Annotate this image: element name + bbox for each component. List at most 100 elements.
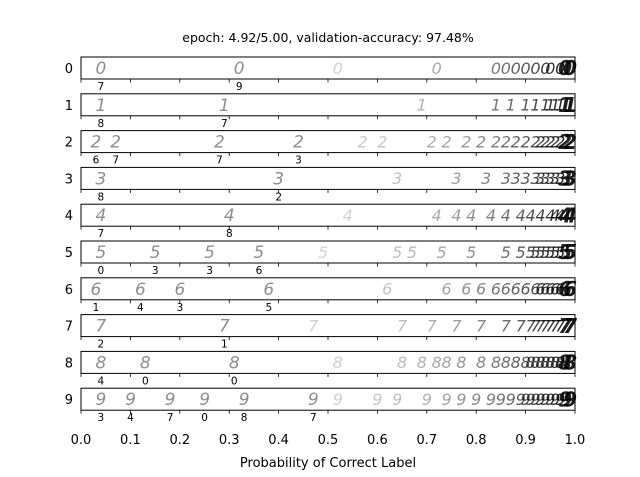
correct-sample-mark: 9 [372, 390, 382, 409]
correct-sample-mark: 5 [501, 243, 511, 262]
predicted-label: 7 [112, 155, 119, 167]
wrong-sample-mark: 5 [204, 243, 215, 263]
correct-sample-mark: 6 [511, 280, 521, 299]
correct-sample-mark: 5 [437, 243, 447, 262]
row-label: 9 [65, 393, 73, 408]
x-tick-label: 0.1 [120, 433, 141, 448]
correct-sample-mark: 2 [461, 132, 471, 151]
correct-sample-mark: 3 [535, 169, 545, 188]
correct-sample-mark: 8 [550, 353, 560, 372]
correct-sample-mark: 2 [357, 132, 367, 151]
wrong-sample-mark: 0 [95, 59, 106, 79]
correct-sample-mark: 8 [521, 353, 531, 372]
predicted-label: 1 [93, 302, 100, 314]
correct-sample-mark: 6 [563, 277, 577, 301]
correct-sample-mark: 2 [563, 130, 577, 154]
correct-sample-mark: 3 [563, 167, 577, 191]
correct-sample-mark: 8 [491, 353, 501, 372]
correct-sample-mark: 9 [516, 390, 526, 409]
wrong-sample-mark: 5 [150, 243, 161, 263]
correct-sample-mark: 9 [545, 390, 555, 409]
predicted-label: 1 [221, 339, 228, 351]
x-tick-label: 0.3 [219, 433, 240, 448]
correct-sample-mark: 4 [550, 206, 560, 225]
correct-sample-mark: 6 [501, 280, 511, 299]
correct-sample-mark: 2 [441, 132, 451, 151]
correct-sample-mark: 0 [333, 59, 343, 78]
predicted-label: 3 [152, 265, 159, 277]
x-tick-label: 0.8 [466, 433, 487, 448]
wrong-sample-mark: 2 [110, 133, 121, 153]
correct-sample-mark: 7 [397, 316, 408, 335]
predicted-label: 4 [127, 412, 134, 424]
correct-sample-mark: 8 [540, 353, 550, 372]
correct-sample-mark: 2 [377, 132, 387, 151]
correct-sample-mark: 2 [491, 132, 501, 151]
predicted-label: 8 [98, 191, 105, 203]
wrong-sample-mark: 2 [293, 133, 304, 153]
predicted-label: 7 [167, 412, 174, 424]
predicted-label: 5 [265, 302, 272, 314]
correct-sample-mark: 9 [422, 390, 432, 409]
predicted-label: 9 [236, 81, 243, 93]
correct-sample-mark: 6 [461, 280, 471, 299]
predicted-label: 4 [137, 302, 144, 314]
predicted-label: 8 [98, 118, 105, 130]
correct-sample-mark: 4 [535, 206, 545, 225]
predicted-label: 0 [201, 412, 208, 424]
correct-sample-mark: 3 [451, 169, 461, 188]
correct-sample-mark: 0 [511, 59, 521, 78]
wrong-sample-mark: 6 [175, 280, 186, 300]
correct-sample-mark: 3 [511, 169, 521, 188]
correct-sample-mark: 8 [525, 353, 535, 372]
predicted-label: 3 [206, 265, 213, 277]
correct-sample-mark: 9 [558, 387, 572, 411]
correct-sample-mark: 4 [501, 206, 511, 225]
correct-sample-mark: 9 [456, 390, 466, 409]
wrong-sample-mark: 8 [229, 353, 240, 373]
wrong-sample-mark: 5 [254, 243, 265, 263]
correct-sample-mark: 2 [521, 132, 531, 151]
correct-sample-mark: 7 [427, 316, 438, 335]
correct-sample-mark: 9 [563, 387, 577, 411]
correct-sample-mark: 7 [545, 316, 556, 335]
correct-sample-mark: 8 [501, 353, 511, 372]
correct-sample-mark: 6 [521, 280, 531, 299]
correct-sample-mark: 5 [555, 243, 565, 262]
correct-sample-mark: 8 [563, 351, 577, 375]
correct-sample-mark: 1 [550, 96, 560, 115]
correct-sample-mark: 2 [427, 132, 437, 151]
correct-sample-mark: 6 [441, 280, 451, 299]
correct-sample-mark: 1 [521, 96, 531, 115]
correct-sample-mark: 9 [521, 390, 531, 409]
correct-sample-mark: 3 [540, 169, 550, 188]
predicted-label: 6 [256, 265, 263, 277]
correct-sample-mark: 8 [555, 353, 565, 372]
correct-sample-mark: 0 [521, 59, 531, 78]
wrong-sample-mark: 3 [95, 169, 106, 189]
wrong-sample-mark: 4 [95, 206, 106, 226]
correct-sample-mark: 4 [466, 206, 476, 225]
x-tick-label: 0.2 [169, 433, 190, 448]
predicted-label: 2 [275, 191, 282, 203]
correct-sample-mark: 9 [530, 390, 540, 409]
correct-sample-mark: 7 [308, 316, 319, 335]
correct-sample-mark: 5 [318, 243, 328, 262]
row-label: 0 [65, 62, 73, 77]
correct-sample-mark: 3 [555, 169, 565, 188]
correct-sample-mark: 6 [558, 277, 572, 301]
x-tick-label: 0.0 [71, 433, 92, 448]
correct-sample-mark: 8 [511, 353, 521, 372]
predicted-label: 8 [241, 412, 248, 424]
correct-sample-mark: 2 [550, 132, 560, 151]
correct-sample-mark: 3 [481, 169, 491, 188]
correct-sample-mark: 3 [392, 169, 402, 188]
x-tick-label: 0.7 [416, 433, 437, 448]
correct-sample-mark: 7 [501, 316, 512, 335]
wrong-sample-mark: 9 [199, 390, 210, 410]
correct-sample-mark: 3 [501, 169, 511, 188]
